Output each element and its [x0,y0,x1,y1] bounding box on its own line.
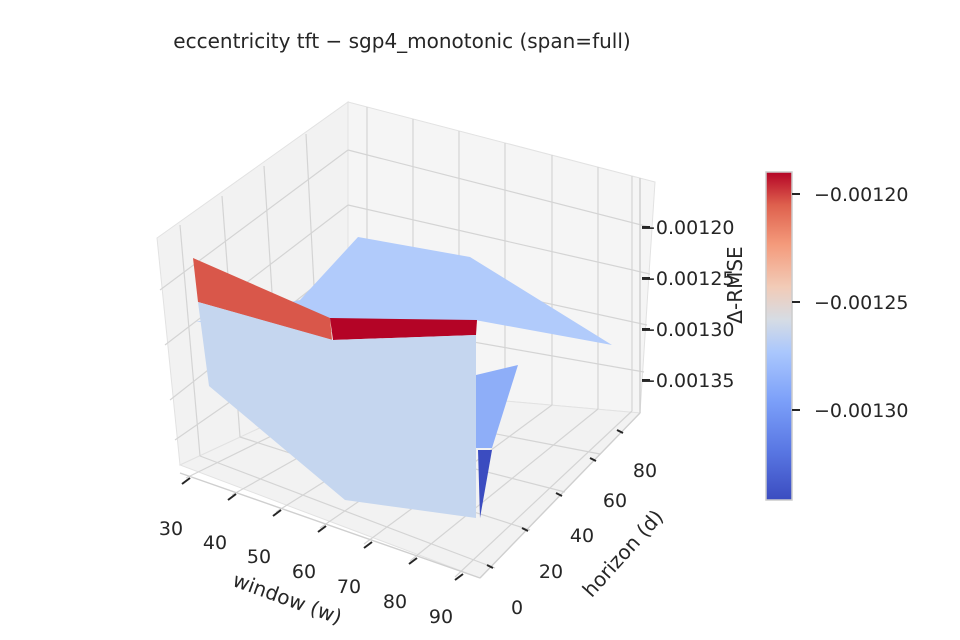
x-tick-label: 30 [159,518,183,540]
x-tick-label: 90 [429,606,453,628]
z-ticks [642,226,650,381]
colorbar-tick-label: −0.00125 [814,292,909,314]
x-ticks [181,477,464,581]
x-tick-labels: 30 40 50 60 70 80 90 [159,518,453,628]
surface-patch [478,450,492,518]
x-tick-label: 40 [203,532,227,554]
y-tick-label: 0 [511,597,523,619]
x-tick-label: 50 [247,546,271,568]
surface [193,237,612,518]
surface-patch [330,318,477,340]
z-tick-labels: −0.00120 −0.00125 −0.00130 −0.00135 [640,217,735,392]
z-tick-label: −0.00120 [640,217,735,239]
surface-patch [198,302,476,518]
surface-patch [476,365,518,448]
chart-title: eccentricity tft − sgp4_monotonic (span=… [173,29,630,53]
y-tick-label: 40 [570,525,594,547]
x-axis-label: window (w) [230,568,346,630]
y-tick-label: 80 [633,460,657,482]
y-axis-label: horizon (d) [577,505,668,602]
y-ticks [486,429,624,569]
y-tick-labels: 0 20 40 60 80 [511,460,657,619]
z-axis-label: Δ-RMSE [723,246,747,323]
z-tick-label: −0.00135 [640,370,735,392]
surface-patch [193,258,332,340]
z-tick-label: −0.00125 [640,268,735,290]
x-tick-label: 70 [337,576,361,598]
x-tick-label: 80 [383,591,407,613]
y-tick-label: 60 [603,490,627,512]
colorbar-tick-label: −0.00120 [814,184,909,206]
colorbar-tick-label: −0.00130 [814,400,909,422]
y-tick-label: 20 [539,561,563,583]
colorbar: −0.00120 −0.00125 −0.00130 [765,171,909,501]
colorbar-gradient [765,171,793,501]
x-tick-label: 60 [292,561,316,583]
z-tick-label: −0.00130 [640,319,735,341]
